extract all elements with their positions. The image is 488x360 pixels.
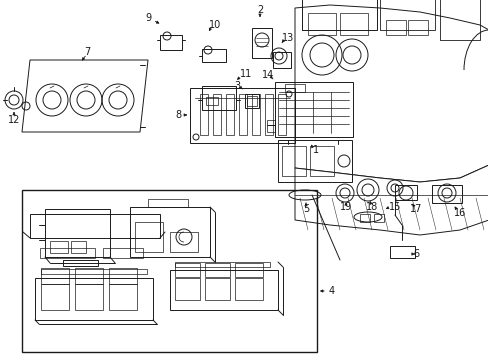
Bar xyxy=(307,13,335,35)
Bar xyxy=(407,20,427,35)
Bar xyxy=(204,263,229,277)
Text: 9: 9 xyxy=(144,13,151,23)
Bar xyxy=(204,278,229,300)
Bar xyxy=(274,82,352,137)
Bar xyxy=(213,94,221,135)
Polygon shape xyxy=(294,165,488,235)
Text: 16: 16 xyxy=(453,208,465,218)
Bar xyxy=(246,96,257,106)
Bar xyxy=(41,268,69,284)
Bar xyxy=(264,94,272,135)
Bar xyxy=(109,268,137,284)
Text: 2: 2 xyxy=(256,5,263,15)
Text: 7: 7 xyxy=(84,47,90,57)
Text: 11: 11 xyxy=(240,69,252,79)
Bar xyxy=(41,284,69,310)
Polygon shape xyxy=(294,5,488,182)
Bar xyxy=(75,284,103,310)
Bar xyxy=(175,278,200,300)
Bar xyxy=(170,232,198,252)
Text: 13: 13 xyxy=(281,33,293,43)
Bar xyxy=(302,0,376,30)
Text: 10: 10 xyxy=(208,20,221,30)
Bar xyxy=(190,88,294,143)
Bar xyxy=(30,214,160,238)
Bar xyxy=(244,94,259,108)
Text: 12: 12 xyxy=(8,115,20,125)
Bar xyxy=(75,268,103,284)
Bar xyxy=(205,97,218,105)
Text: 18: 18 xyxy=(365,202,377,212)
Bar xyxy=(309,146,333,176)
Bar xyxy=(389,246,414,258)
Bar xyxy=(251,28,271,58)
Bar xyxy=(45,209,110,257)
Bar xyxy=(373,214,383,222)
Bar xyxy=(394,185,416,200)
Bar xyxy=(41,269,147,274)
Bar xyxy=(202,49,225,62)
Bar xyxy=(278,140,351,182)
Text: 3: 3 xyxy=(233,81,240,91)
Bar xyxy=(235,263,263,277)
Bar xyxy=(359,214,369,222)
Bar xyxy=(385,20,405,35)
Bar xyxy=(379,0,434,30)
Bar xyxy=(175,262,269,267)
Bar xyxy=(135,222,163,252)
Bar xyxy=(239,94,246,135)
Bar xyxy=(148,199,187,207)
Text: 19: 19 xyxy=(339,202,351,212)
Text: 17: 17 xyxy=(409,204,421,214)
Bar xyxy=(251,94,260,135)
Bar xyxy=(202,86,236,110)
Bar xyxy=(439,0,479,40)
Bar xyxy=(278,94,285,135)
Bar xyxy=(272,52,290,68)
Bar xyxy=(200,94,207,135)
Bar xyxy=(266,120,274,132)
Text: 5: 5 xyxy=(302,204,308,214)
Bar xyxy=(40,248,95,258)
Bar xyxy=(175,263,200,277)
Bar xyxy=(22,190,316,352)
Text: 1: 1 xyxy=(312,145,318,155)
Bar xyxy=(160,35,182,50)
Bar xyxy=(282,146,305,176)
Bar xyxy=(235,278,263,300)
Bar xyxy=(109,284,137,310)
Text: 6: 6 xyxy=(412,249,418,259)
Bar xyxy=(285,84,305,92)
Bar xyxy=(71,241,86,253)
Text: 8: 8 xyxy=(175,110,181,120)
Bar xyxy=(225,94,234,135)
Text: 4: 4 xyxy=(328,286,334,296)
Bar xyxy=(339,13,367,35)
Bar xyxy=(431,185,461,203)
Bar xyxy=(103,248,142,258)
Bar xyxy=(50,241,68,253)
Text: 14: 14 xyxy=(262,70,274,80)
Bar xyxy=(170,270,278,310)
Bar xyxy=(35,278,153,320)
Bar xyxy=(130,207,209,257)
Bar xyxy=(63,260,98,266)
Text: 15: 15 xyxy=(388,202,400,212)
